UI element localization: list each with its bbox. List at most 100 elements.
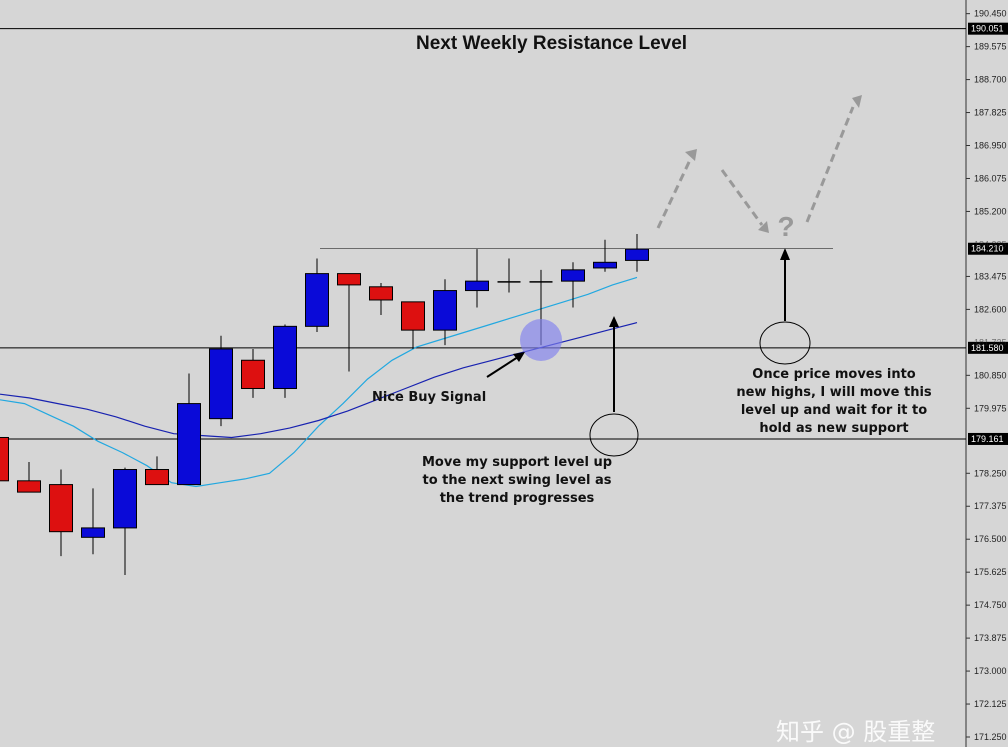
level-price-label: 179.161 — [971, 434, 1004, 444]
price-axis: 190.051 184.210 181.580 179.161 190.450 189.5… — [966, 9, 1008, 742]
price-tick-label: 183.475 — [974, 271, 1007, 281]
candle-body — [401, 301, 425, 331]
candle — [241, 348, 265, 398]
candle-body — [177, 403, 201, 486]
candle — [497, 258, 521, 293]
projection-arrowhead-1 — [685, 149, 697, 161]
projection-arrowhead-2 — [758, 221, 769, 233]
candle — [305, 258, 329, 332]
candle — [337, 273, 361, 372]
buy-signal-label: Nice Buy Signal — [372, 390, 487, 405]
price-tick-label: 173.000 — [974, 666, 1007, 676]
price-tick-label: 190.450 — [974, 9, 1007, 19]
chart-title: Next Weekly Resistance Level — [416, 33, 688, 54]
candle-body — [433, 290, 457, 331]
support-note-line: the trend progresses — [439, 491, 595, 506]
resistance-target-circle — [759, 321, 811, 365]
candle-body — [17, 480, 41, 493]
candle — [17, 461, 41, 493]
price-tick-label: 172.125 — [974, 699, 1007, 709]
price-tick-label: 188.700 — [974, 75, 1007, 85]
candle — [561, 262, 585, 308]
candle — [209, 335, 233, 427]
new-high-note-line: hold as new support — [759, 421, 909, 436]
projection-arrow-up-2 — [805, 106, 855, 223]
candle — [465, 249, 489, 308]
support-target-circle — [589, 413, 639, 457]
fast-moving-average — [0, 276, 638, 488]
new-high-note-line: level up and wait for it to — [740, 403, 928, 418]
candle — [625, 234, 649, 272]
candle-body — [273, 325, 297, 390]
candle-body — [209, 348, 233, 420]
candle-body — [305, 273, 329, 327]
candle — [369, 283, 393, 316]
candle — [49, 469, 73, 557]
candle — [177, 373, 201, 486]
candle-body — [497, 281, 521, 283]
level-price-label: 184.210 — [971, 244, 1004, 254]
candle-body — [81, 527, 105, 538]
level-price-label: 190.051 — [971, 24, 1004, 34]
new-high-note: Once price moves into new highs, I will … — [726, 366, 942, 438]
candle-body — [593, 261, 617, 269]
projection-arrowhead-3 — [852, 95, 862, 108]
candle — [401, 301, 425, 349]
candle-body — [625, 248, 649, 261]
price-tick-label: 180.850 — [974, 370, 1007, 380]
price-tick-label: 174.750 — [974, 600, 1007, 610]
projection-arrow-down — [720, 169, 764, 226]
price-tick-label: 182.600 — [974, 304, 1007, 314]
watermark: 知乎 @ 股重整 — [776, 718, 936, 746]
candle — [81, 488, 105, 555]
candle — [0, 436, 9, 482]
candle — [145, 456, 169, 486]
candle-body — [145, 469, 169, 486]
candle-body — [561, 269, 585, 282]
level-price-box — [968, 341, 1008, 354]
horizontal-levels — [0, 28, 966, 440]
new-high-note-line: Once price moves into — [752, 367, 916, 382]
price-tick-label: 179.975 — [974, 403, 1007, 413]
price-tick-label: 189.575 — [974, 42, 1007, 52]
candle — [433, 279, 457, 346]
price-tick-label: 186.950 — [974, 141, 1007, 151]
candle-body — [369, 286, 393, 301]
candlesticks — [0, 234, 649, 575]
candle-body — [241, 359, 265, 390]
projection-question-mark: ? — [777, 211, 794, 242]
new-high-note-line: new highs, I will move this — [736, 385, 932, 400]
level-price-box — [968, 432, 1008, 445]
candle — [273, 324, 297, 398]
level-price-label: 181.580 — [971, 343, 1004, 353]
support-note-line: Move my support level up — [421, 455, 613, 470]
price-tick-label-partial: 181.725 — [974, 337, 1007, 347]
resistance-move-arrowhead — [780, 248, 790, 260]
projection-arrows — [656, 106, 855, 229]
price-tick-label-partial: 184.325 — [974, 239, 1007, 249]
level-price-box — [968, 242, 1008, 255]
level-price-box — [968, 22, 1008, 35]
price-tick-label: 176.500 — [974, 534, 1007, 544]
buy-signal-arrow — [486, 354, 522, 378]
candle-body — [529, 281, 553, 283]
candle — [113, 467, 137, 575]
price-tick-label: 177.375 — [974, 501, 1007, 511]
support-note: Move my support level up to the next swi… — [412, 454, 622, 508]
candle-body — [0, 436, 9, 482]
price-tick-label: 185.200 — [974, 206, 1007, 216]
candle-body — [337, 273, 361, 286]
support-note-line: to the next swing level as — [422, 473, 612, 488]
buy-signal-arrowhead — [513, 352, 525, 362]
candle-body — [113, 469, 137, 529]
candle-body — [465, 280, 489, 292]
price-tick-label: 173.875 — [974, 633, 1007, 643]
candle — [593, 239, 617, 272]
price-tick-label: 178.250 — [974, 468, 1007, 478]
price-tick-label: 171.250 — [974, 732, 1007, 742]
buy-signal-marker — [520, 319, 562, 361]
price-tick-label: 187.825 — [974, 108, 1007, 118]
price-tick-label: 175.625 — [974, 567, 1007, 577]
price-tick-label: 186.075 — [974, 173, 1007, 183]
